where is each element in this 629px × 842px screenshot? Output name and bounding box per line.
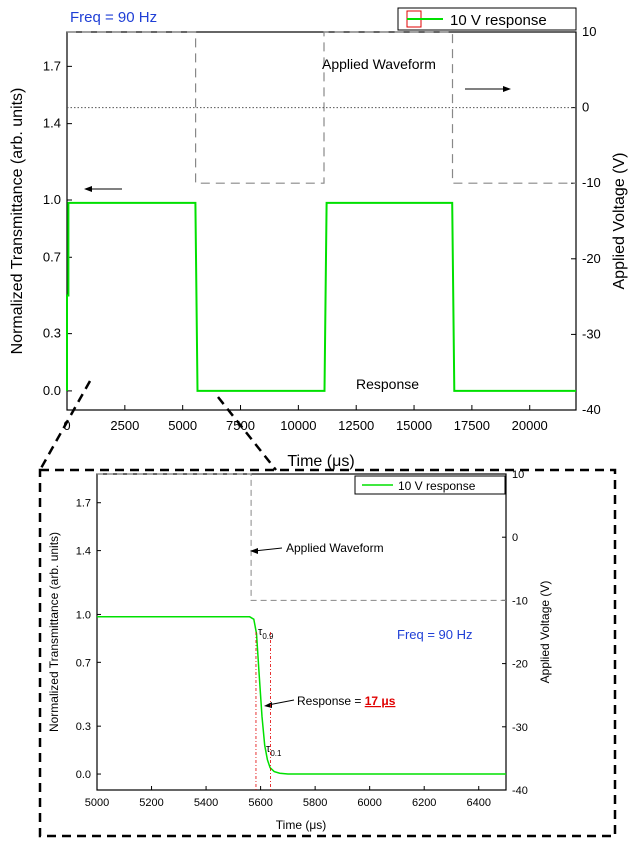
tau-low-subscript: 0.1 xyxy=(270,749,282,758)
top-response-annotation: Response xyxy=(356,376,419,392)
zoom-connector-left xyxy=(38,380,92,471)
y-left-tick-label: 1.4 xyxy=(43,116,61,131)
inset-left-axis-title: Normalized Transmittance (arb. units) xyxy=(47,532,61,732)
series-applied-waveform xyxy=(67,31,576,184)
top-legend-box xyxy=(397,7,577,31)
top-waveform-annotation: Applied Waveform xyxy=(322,56,436,72)
inset-freq-label: Freq = 90 Hz xyxy=(397,627,473,642)
inset-waveform-arrow xyxy=(250,547,283,554)
x-tick-label: 15000 xyxy=(396,418,432,433)
x-tick-label: 17500 xyxy=(454,418,490,433)
y-right-tick-label: -30 xyxy=(512,722,528,734)
top-legend: 10 V response xyxy=(397,7,577,31)
y-right-tick-label: -10 xyxy=(512,595,528,607)
y-left-tick-label: 1.0 xyxy=(43,192,61,207)
top-axis-ticks: 025005000750010000125001500017500200000.… xyxy=(43,24,601,433)
x-tick-label: 5400 xyxy=(194,797,218,809)
y-left-tick-label: 1.0 xyxy=(76,609,91,621)
y-right-tick-label: -20 xyxy=(512,659,528,671)
y-left-tick-label: 0.0 xyxy=(76,769,91,781)
y-right-tick-label: -10 xyxy=(582,175,601,190)
right-axis-arrow xyxy=(465,86,511,92)
top-plot-frame xyxy=(66,31,577,411)
x-tick-label: 5000 xyxy=(85,797,109,809)
x-tick-label: 5800 xyxy=(303,797,327,809)
inset-waveform-annotation: Applied Waveform xyxy=(286,541,384,555)
x-tick-label: 0 xyxy=(63,418,70,433)
inset-response-annotation: Response = 17 μs xyxy=(297,694,396,708)
inset-legend-label: 10 V response xyxy=(398,479,476,493)
tau-high-subscript: 0.9 xyxy=(262,632,274,641)
y-right-tick-label: -30 xyxy=(582,326,601,341)
inset-response-prefix: Response = xyxy=(297,694,365,708)
tau-low-symbol: τ xyxy=(266,743,271,755)
inset-legend: 10 V response xyxy=(354,475,506,495)
inset-legend-box xyxy=(354,475,506,495)
top-x-axis-title: Time (μs) xyxy=(287,453,354,470)
x-tick-label: 6000 xyxy=(357,797,381,809)
inset-response-value: 17 μs xyxy=(365,694,396,708)
top-right-axis-title: Applied Voltage (V) xyxy=(611,153,628,290)
y-right-tick-label: 10 xyxy=(512,469,524,481)
x-tick-label: 6400 xyxy=(466,797,490,809)
tau-marker-lines xyxy=(255,632,271,790)
inset-plot-frame xyxy=(96,473,507,791)
y-right-tick-label: -20 xyxy=(582,251,601,266)
top-legend-label: 10 V response xyxy=(450,12,547,29)
y-left-tick-label: 1.7 xyxy=(76,498,91,510)
top-freq-label: Freq = 90 Hz xyxy=(70,9,157,26)
y-right-tick-label: 0 xyxy=(512,532,518,544)
x-tick-label: 5000 xyxy=(168,418,197,433)
y-left-tick-label: 1.7 xyxy=(43,58,61,73)
tau-high-symbol: τ xyxy=(258,626,263,638)
top-series-group xyxy=(66,31,576,392)
y-left-tick-label: 0.7 xyxy=(43,249,61,264)
inset-border xyxy=(38,468,617,838)
y-left-tick-label: 0.7 xyxy=(76,657,91,669)
x-tick-label: 12500 xyxy=(338,418,374,433)
y-left-tick-label: 0.3 xyxy=(43,326,61,341)
inset-series-group xyxy=(97,473,506,775)
x-tick-label: 10000 xyxy=(280,418,316,433)
tau-low-label: τ0.1 xyxy=(266,743,282,758)
y-left-tick-label: 1.4 xyxy=(76,546,91,558)
y-right-tick-label: 10 xyxy=(582,24,596,39)
y-right-tick-label: -40 xyxy=(582,402,601,417)
inset-response-arrow xyxy=(264,699,295,708)
y-left-tick-label: 0.0 xyxy=(43,383,61,398)
zoom-connector-right xyxy=(217,396,277,471)
y-left-tick-label: 0.3 xyxy=(76,721,91,733)
x-tick-label: 5200 xyxy=(139,797,163,809)
top-left-axis-title: Normalized Transmittance (arb. units) xyxy=(9,88,26,355)
y-right-tick-label: 0 xyxy=(582,100,589,115)
left-axis-arrow xyxy=(84,186,122,192)
inset-chart: 5000 5200 5400 5600 5800 6000 6200 6400 0.0 0.3 0.… xyxy=(38,468,617,838)
top-chart: 025005000750010000125001500017500200000.… xyxy=(9,7,628,470)
y-right-tick-label: -40 xyxy=(512,785,528,797)
series-10-v-response xyxy=(97,616,506,775)
tau-high-label: τ0.9 xyxy=(258,626,274,641)
x-tick-label: 5600 xyxy=(248,797,272,809)
series-10-v-response xyxy=(66,201,576,392)
inset-axis-ticks: 5000 5200 5400 5600 5800 6000 6200 6400 0.0 0.3 0.… xyxy=(76,469,528,809)
x-tick-label: 20000 xyxy=(512,418,548,433)
x-tick-label: 6200 xyxy=(412,797,436,809)
x-tick-label: 2500 xyxy=(110,418,139,433)
inset-right-axis-title: Applied Voltage (V) xyxy=(538,581,552,684)
inset-x-axis-title: Time (μs) xyxy=(276,818,326,832)
